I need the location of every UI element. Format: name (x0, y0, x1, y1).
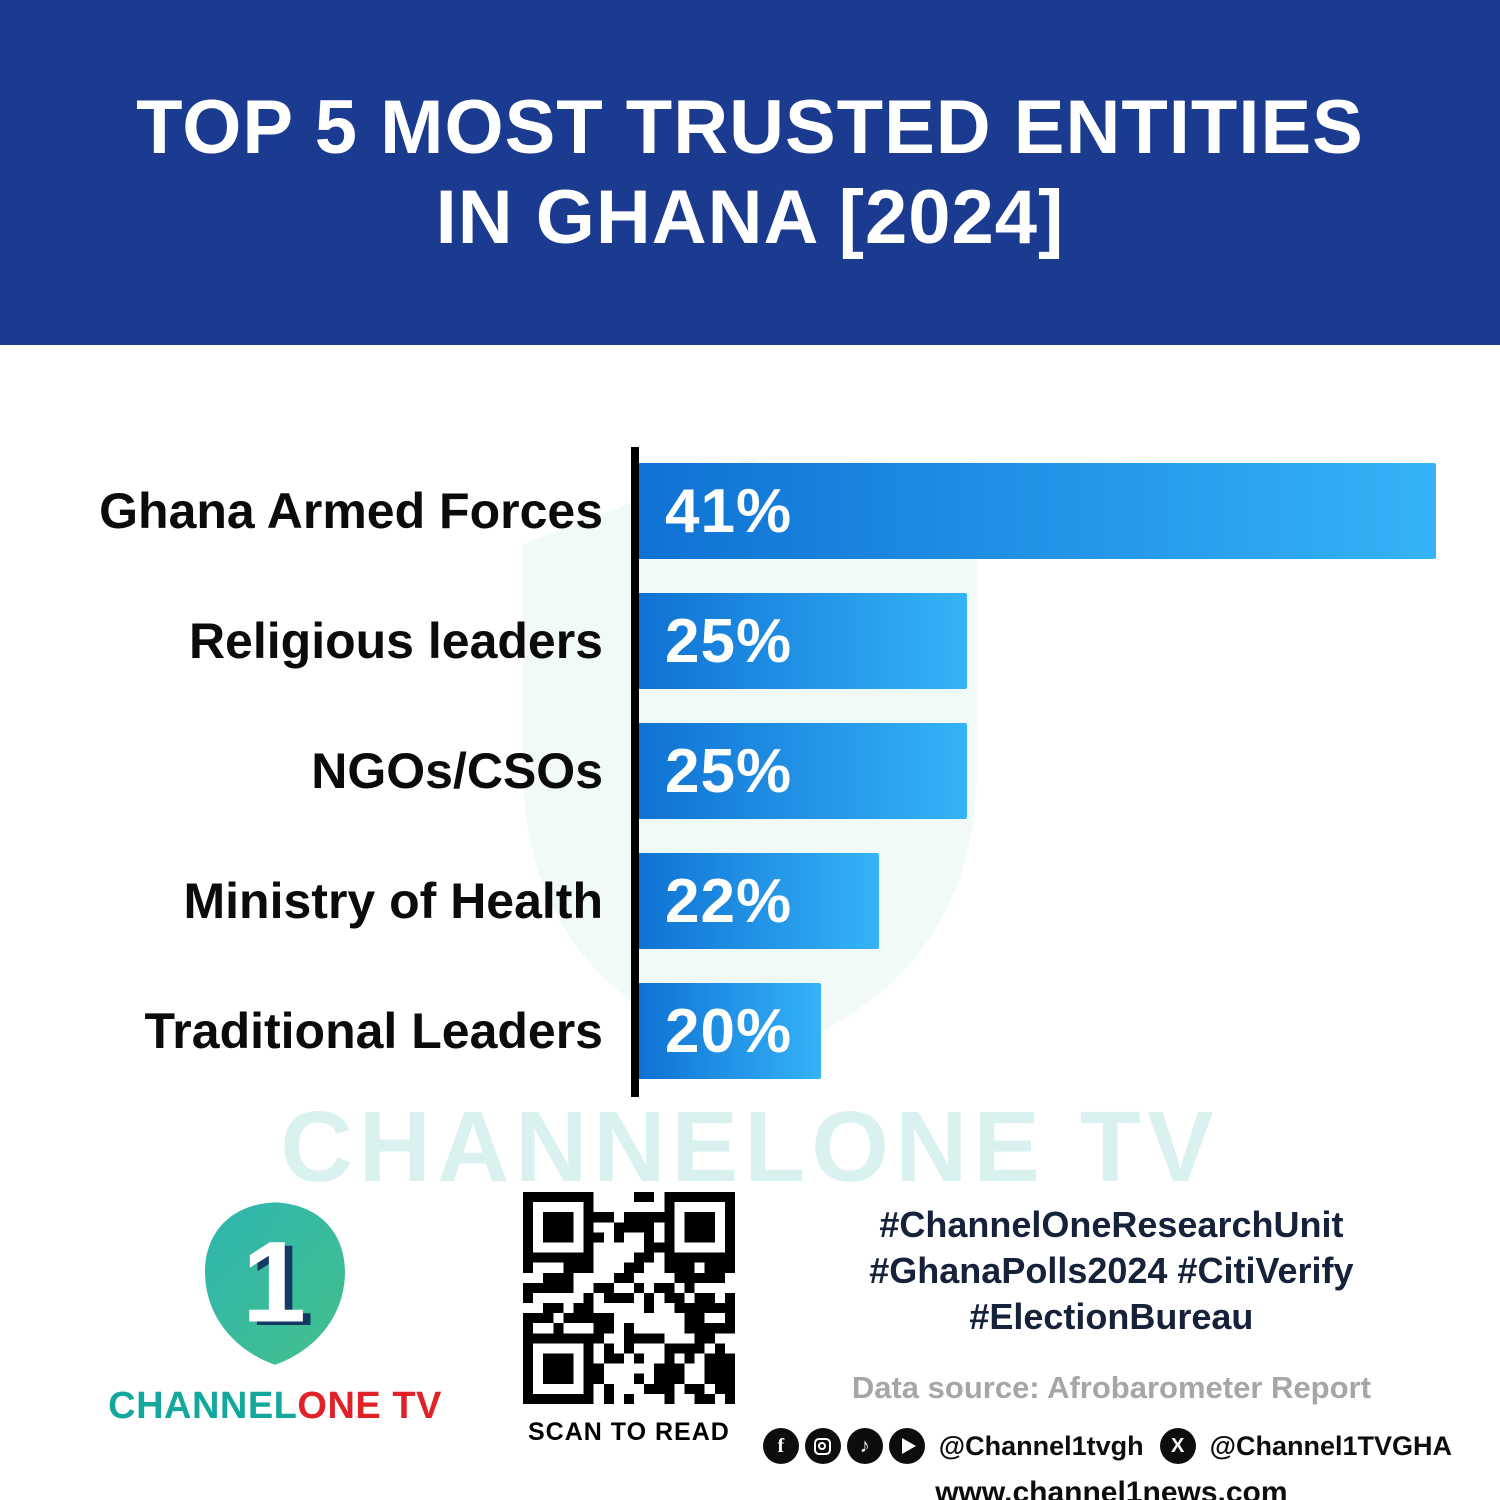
bar-label: Traditional Leaders (144, 1003, 603, 1059)
tiktok-icon: ♪ (846, 1428, 883, 1465)
channel-one-logo: 1 1 CHANNELONE TV (108, 1192, 442, 1428)
title-line-1: TOP 5 MOST TRUSTED ENTITIES (136, 84, 1364, 170)
chart-axis (631, 447, 639, 1097)
chart-row: Religious leaders 25% (0, 593, 1445, 689)
bar-value-label: 41% (665, 476, 793, 546)
wordmark-one: ONE (297, 1385, 382, 1427)
bar-value-label: 25% (665, 606, 793, 676)
hashtag-line: #ElectionBureau (969, 1296, 1254, 1338)
bar-label: Religious leaders (188, 613, 603, 669)
website-url: www.channel1news.com (935, 1476, 1288, 1500)
watermark-text: CHANNELONE TV (280, 1091, 1220, 1203)
x-icon-wrap: X (1159, 1428, 1196, 1465)
bar-value-label: 20% (665, 996, 793, 1066)
facebook-icon: f (762, 1428, 799, 1465)
qr-caption: SCAN TO READ (527, 1418, 730, 1446)
bar: 22% (639, 853, 879, 949)
chart-row: NGOs/CSOs 25% (0, 723, 1445, 819)
bar: 25% (639, 593, 967, 689)
logo-numeral: 1 (242, 1218, 306, 1346)
social-row: f ♪ @Channel1tvgh X @Channel1TVGHA (762, 1428, 1460, 1465)
header-banner: TOP 5 MOST TRUSTED ENTITIES IN GHANA [20… (0, 0, 1500, 345)
chart-row: Traditional Leaders 20% (0, 983, 1445, 1079)
bar: 41% (639, 463, 1436, 559)
qr-code (522, 1192, 735, 1404)
social-handle: @Channel1tvgh (938, 1430, 1144, 1461)
instagram-icon (804, 1428, 841, 1465)
data-source: Data source: Afrobarometer Report (851, 1370, 1371, 1406)
title-line-2: IN GHANA [2024] (435, 174, 1065, 260)
wordmark-channel: CHANNEL (108, 1385, 298, 1427)
youtube-icon (888, 1428, 925, 1465)
social-icons: f ♪ (762, 1428, 925, 1465)
x-icon: X (1159, 1428, 1196, 1465)
bar-value-label: 22% (665, 866, 793, 936)
chart-rows: Ghana Armed Forces 41% Religious leaders 25… (0, 463, 1445, 1113)
bar-label: NGOs/CSOs (311, 743, 603, 799)
page-title: TOP 5 MOST TRUSTED ENTITIES IN GHANA [20… (136, 83, 1364, 262)
bar: 20% (639, 983, 821, 1079)
hashtag-line: #ChannelOneResearchUnit (879, 1204, 1344, 1245)
bar: 25% (639, 723, 967, 819)
qr-block: SCAN TO READ (495, 1192, 763, 1447)
footer: 1 1 CHANNELONE TV SCAN TO READ #ChannelO… (0, 1192, 1500, 1500)
wordmark-tv: TV (381, 1385, 442, 1427)
hashtags: #ChannelOneResearchUnit #GhanaPolls2024 #… (763, 1202, 1460, 1340)
info-block: #ChannelOneResearchUnit #GhanaPolls2024 #… (762, 1192, 1460, 1500)
hashtag-line: #GhanaPolls2024 #CitiVerify (869, 1250, 1354, 1292)
bar-value-label: 25% (665, 736, 793, 806)
chart-row: Ministry of Health 22% (0, 853, 1445, 949)
logo-wordmark: CHANNELONE TV (108, 1385, 442, 1428)
bar-label: Ministry of Health (183, 873, 603, 929)
x-handle: @Channel1TVGHA (1209, 1430, 1452, 1461)
channel-one-pick-icon: 1 1 (205, 1202, 345, 1365)
chart-row: Ghana Armed Forces 41% (0, 463, 1445, 559)
logo-numeral-shadow: 1 (250, 1222, 314, 1350)
bar-label: Ghana Armed Forces (99, 483, 603, 539)
